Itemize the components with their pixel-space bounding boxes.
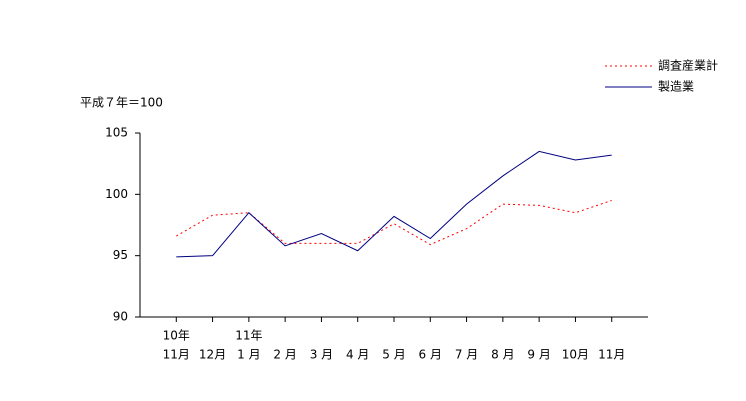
x-tick-label: 11月 bbox=[598, 348, 625, 362]
x-tick-label: 10月 bbox=[562, 348, 589, 362]
x-year-label: 10年 bbox=[163, 329, 190, 343]
x-tick-label: 11月 bbox=[163, 348, 190, 362]
x-tick-label: 2 月 bbox=[273, 348, 296, 362]
x-tick-label: 5 月 bbox=[382, 348, 405, 362]
y-tick-label: 95 bbox=[113, 248, 128, 262]
legend-label: 調査産業計 bbox=[658, 58, 718, 73]
x-year-label: 11年 bbox=[235, 329, 262, 343]
series-line bbox=[176, 199, 612, 246]
x-tick-label: 4 月 bbox=[346, 348, 369, 362]
y-tick-label: 100 bbox=[105, 187, 128, 201]
x-tick-label: 3 月 bbox=[310, 348, 333, 362]
y-tick-label: 90 bbox=[113, 310, 128, 324]
x-tick-label: 7 月 bbox=[455, 348, 478, 362]
x-tick-label: 1 月 bbox=[237, 348, 260, 362]
legend-label: 製造業 bbox=[658, 80, 694, 94]
unit-note: 平成７年＝100 bbox=[80, 96, 163, 110]
x-tick-label: 12月 bbox=[199, 348, 226, 362]
x-tick-label: 6 月 bbox=[419, 348, 442, 362]
x-tick-label: 9 月 bbox=[527, 348, 550, 362]
x-tick-label: 8 月 bbox=[491, 348, 514, 362]
series-line bbox=[176, 150, 612, 258]
y-tick-label: 105 bbox=[105, 126, 128, 140]
